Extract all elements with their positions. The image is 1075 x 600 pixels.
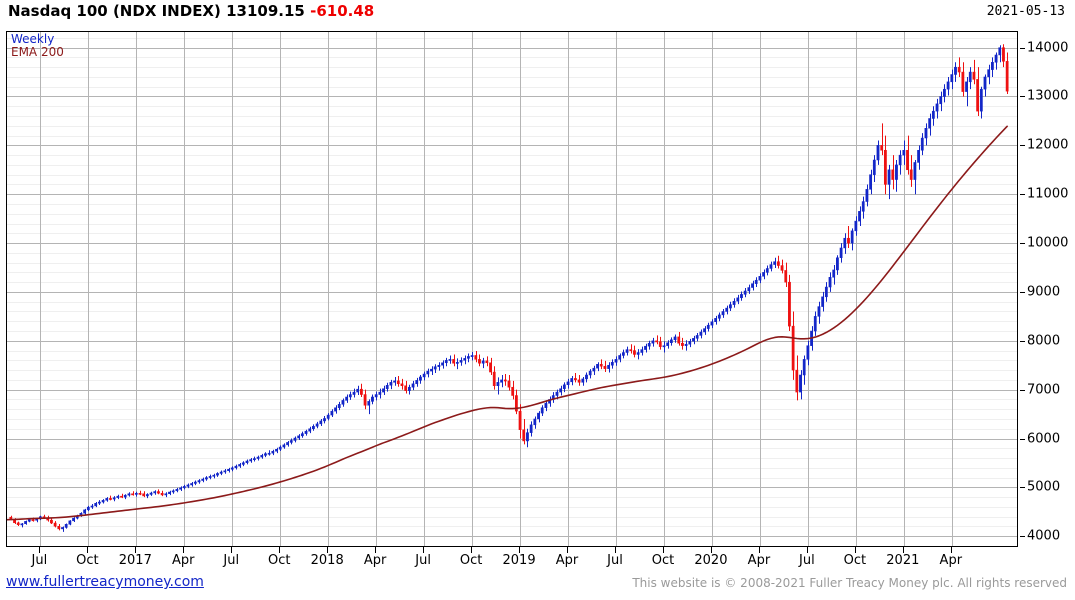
chart-plot-area[interactable] <box>6 31 1018 547</box>
x-axis-tick <box>231 547 232 553</box>
ema-200-line <box>7 125 1008 521</box>
y-axis-label: 14000 <box>1027 40 1069 56</box>
x-axis-tick <box>87 547 88 553</box>
x-axis-tick <box>951 547 952 553</box>
x-axis-label: Apr <box>555 553 579 568</box>
x-axis-label: 2020 <box>694 553 728 568</box>
x-axis-label: Oct <box>459 553 483 568</box>
y-axis-label: 6000 <box>1027 431 1061 446</box>
site-link[interactable]: www.fullertreacymoney.com <box>6 574 204 590</box>
x-axis-label: 2019 <box>502 553 536 568</box>
x-axis-label: Jul <box>31 553 48 568</box>
x-axis-tick <box>519 547 520 553</box>
x-axis-tick <box>855 547 856 553</box>
chart-header: Nasdaq 100 (NDX INDEX) 13109.15 -610.48 … <box>0 0 1075 28</box>
candlestick-chart <box>7 32 1017 546</box>
x-axis-tick <box>663 547 664 553</box>
x-axis: Jul Oct 2017 Apr Jul Oct 2018 Apr Jul Oct 2019 Apr J… <box>6 547 1018 571</box>
x-axis-tick <box>279 547 280 553</box>
x-axis-tick <box>423 547 424 553</box>
x-axis-tick <box>39 547 40 553</box>
y-axis-tick <box>1020 145 1025 147</box>
x-axis-label: Jul <box>607 553 623 568</box>
x-axis-label: Oct <box>843 553 867 568</box>
x-axis-tick <box>615 547 616 553</box>
y-axis-label: 11000 <box>1027 186 1069 202</box>
y-axis-tick <box>1020 438 1025 440</box>
x-axis-tick <box>327 547 328 553</box>
x-axis-label: 2017 <box>118 553 152 568</box>
chart-footer: www.fullertreacymoney.com This website i… <box>0 574 1075 600</box>
last-price: 13109.15 <box>226 2 305 20</box>
x-axis-tick <box>807 547 808 553</box>
x-axis-label: 2018 <box>310 553 344 568</box>
y-axis-tick <box>1020 243 1025 245</box>
y-axis: 4000 5000 6000 7000 8000 9000 10000 11000 12000 1… <box>1020 31 1075 549</box>
x-axis-label: Jul <box>799 553 815 568</box>
x-axis-tick <box>183 547 184 553</box>
x-axis-label: Apr <box>939 553 963 568</box>
y-axis-tick <box>1020 487 1025 489</box>
y-axis-label: 8000 <box>1027 333 1061 349</box>
x-axis-tick <box>471 547 472 553</box>
y-axis-tick <box>1020 291 1025 293</box>
y-axis-tick <box>1020 96 1025 98</box>
y-axis-tick <box>1020 536 1025 538</box>
y-axis-tick <box>1020 389 1025 391</box>
y-axis-label: 4000 <box>1027 528 1061 544</box>
chart-date: 2021-05-13 <box>986 4 1065 19</box>
y-axis-label: 13000 <box>1027 88 1069 104</box>
x-axis-label: Apr <box>172 553 195 568</box>
x-axis-label: 2021 <box>886 553 920 568</box>
price-change: -610.48 <box>310 2 375 20</box>
x-axis-tick <box>135 547 136 553</box>
x-axis-label: Oct <box>651 553 675 568</box>
y-axis-tick <box>1020 47 1025 49</box>
x-axis-label: Oct <box>76 553 99 568</box>
y-axis-tick <box>1020 340 1025 342</box>
y-axis-label: 10000 <box>1027 235 1069 251</box>
grid-major-lines <box>7 48 1017 537</box>
x-axis-label: Oct <box>267 553 291 568</box>
page-title: Nasdaq 100 (NDX INDEX) 13109.15 -610.48 <box>8 2 374 20</box>
y-axis-label: 12000 <box>1027 137 1069 153</box>
x-axis-tick <box>567 547 568 553</box>
y-axis-label: 7000 <box>1027 382 1061 398</box>
x-axis-label: Jul <box>223 553 240 568</box>
x-axis-label: Apr <box>363 553 387 568</box>
x-axis-label: Apr <box>747 553 771 568</box>
x-axis-tick <box>375 547 376 553</box>
y-axis-label: 5000 <box>1027 479 1061 495</box>
x-axis-tick <box>711 547 712 553</box>
y-axis-label: 9000 <box>1027 284 1061 300</box>
grid-vertical-lines <box>40 32 953 546</box>
x-axis-label: Jul <box>415 553 431 568</box>
y-axis-tick <box>1020 194 1025 196</box>
instrument-name: Nasdaq 100 (NDX INDEX) <box>8 2 221 20</box>
copyright-notice: This website is © 2008-2021 Fuller Treac… <box>632 576 1067 590</box>
x-axis-tick <box>759 547 760 553</box>
x-axis-tick <box>903 547 904 553</box>
